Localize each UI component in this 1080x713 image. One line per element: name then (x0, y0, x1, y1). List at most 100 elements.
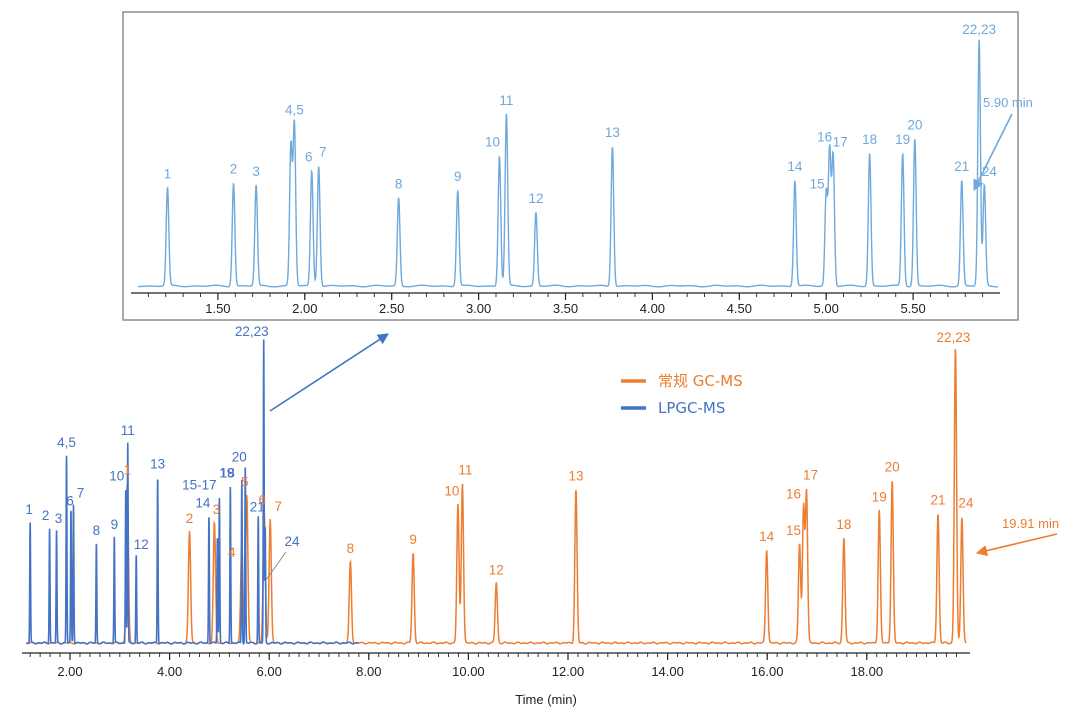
main-peak-label-conventional: 3 (213, 502, 221, 517)
inset-peak-label: 8 (395, 176, 403, 191)
main-tick-label: 6.00 (257, 664, 282, 679)
main-peak-label-lpgc: 18 (220, 465, 235, 480)
inset-peak-label: 7 (319, 144, 327, 159)
main-peak-label-conventional: 9 (409, 532, 417, 547)
inset-peak-label: 1 (164, 167, 172, 182)
main-peak-label-conventional: 20 (885, 459, 900, 474)
main-peak-label-lpgc: 2 (42, 508, 50, 523)
inset-peak-label: 15 (810, 177, 825, 192)
inset-peak-label: 4,5 (285, 103, 304, 118)
inset-tick-label: 4.00 (640, 301, 665, 316)
main-peak-label-lpgc: 3 (55, 511, 63, 526)
main-peak-label-lpgc: 10 (109, 468, 124, 483)
inset-annotation-label: 5.90 min (983, 95, 1033, 110)
leader-line-24 (265, 551, 287, 581)
main-trace-conventional (26, 349, 967, 645)
inset-peak-label: 18 (862, 132, 877, 147)
main-annotation-arrow (975, 533, 1058, 557)
inset-peak-label: 3 (252, 164, 260, 179)
main-peak-label-lpgc: 13 (150, 456, 165, 471)
legend: 常规 GC-MS LPGC-MS (621, 372, 743, 417)
main-tick-label: 10.00 (452, 664, 485, 679)
main-peak-label-lpgc: 12 (134, 537, 149, 552)
main-peak-label-conventional: 10 (444, 484, 459, 499)
main-peak-label-lpgc: 19 (219, 465, 234, 480)
main-trace-lpgc (26, 339, 359, 645)
main-peak-label-lpgc: 4,5 (57, 435, 76, 450)
main-tick-label: 14.00 (651, 664, 684, 679)
legend-label: LPGC-MS (658, 399, 725, 417)
main-peak-label-lpgc: 22,23 (235, 324, 269, 339)
inset-peak-label: 14 (787, 159, 803, 174)
inset-peak-label: 13 (605, 125, 620, 140)
inset-peak-label: 20 (907, 117, 922, 132)
inset-annotation-arrow (973, 113, 1013, 192)
main-peak-label-conventional: 15 (786, 523, 801, 538)
inset-peak-label: 9 (454, 169, 462, 184)
main-peak-label-conventional: 19 (872, 490, 887, 505)
inset-peak-label: 19 (895, 132, 910, 147)
main-peak-label-conventional: 18 (836, 517, 851, 532)
main-peak-label-conventional: 7 (274, 499, 282, 514)
inset-peak-label: 10 (485, 135, 500, 150)
main-peak-label-lpgc: 14 (195, 496, 211, 511)
inset-peak-label: 17 (833, 135, 848, 150)
annotations: 5.90 min 19.91 min (269, 95, 1059, 557)
inset-tick-label: 2.50 (379, 301, 404, 316)
inset-tick-label: 3.00 (466, 301, 491, 316)
main-peak-label-conventional: 5 (241, 475, 249, 490)
inset-tick-label: 3.50 (553, 301, 578, 316)
main-peak-label-conventional: 13 (568, 468, 583, 483)
inset-peak-label: 11 (499, 93, 513, 108)
main-panel: 2.00 4.00 6.00 8.00 10.00 12.00 14.00 16.00 18.0… (22, 324, 974, 707)
main-peak-label-conventional: 24 (958, 496, 974, 511)
inset-tick-label: 5.50 (900, 301, 925, 316)
legend-label: 常规 GC-MS (658, 372, 743, 390)
main-peak-label-lpgc: 9 (111, 517, 119, 532)
main-peak-label-lpgc: 21 (250, 500, 265, 515)
main-peak-label-conventional: 14 (759, 529, 775, 544)
inset-tick-label: 1.50 (205, 301, 230, 316)
main-peak-label-lpgc: 7 (77, 486, 85, 501)
inset-peak-label: 12 (528, 191, 543, 206)
inset-tick-label: 4.50 (727, 301, 752, 316)
inset-tick-label: 2.00 (292, 301, 317, 316)
main-peak-label-conventional: 1 (124, 462, 132, 477)
main-peak-label-conventional: 12 (489, 562, 504, 577)
main-peak-label-lpgc: 15-17 (182, 478, 217, 493)
main-peak-label-lpgc: 11 (121, 423, 135, 438)
main-tick-label: 8.00 (356, 664, 381, 679)
inset-peak-label: 6 (305, 149, 313, 164)
main-tick-label: 2.00 (57, 664, 82, 679)
main-peak-label-conventional: 17 (803, 468, 818, 483)
main-annotation-label: 19.91 min (1002, 516, 1059, 531)
inset-peak-label: 22,23 (962, 22, 996, 37)
inset-tick-label: 5.00 (814, 301, 839, 316)
main-peak-label-conventional: 22,23 (937, 330, 971, 345)
inset-peak-label: 2 (230, 162, 238, 177)
main-peak-label-conventional: 2 (186, 511, 194, 526)
main-tick-label: 16.00 (751, 664, 784, 679)
inset-peak-label: 24 (982, 164, 998, 179)
main-peak-label-lpgc: 24 (284, 534, 300, 549)
main-peak-label-lpgc: 1 (25, 502, 33, 517)
zoom-arrow (269, 333, 389, 412)
inset-trace-lpgc (137, 39, 998, 288)
inset-panel: 1.50 2.00 2.50 3.00 3.50 4.00 4.50 5.00 5.501 2 34… (131, 22, 1000, 316)
main-peak-label-conventional: 21 (930, 493, 945, 508)
main-tick-label: 18.00 (851, 664, 884, 679)
main-peak-label-conventional: 16 (786, 487, 801, 502)
main-peak-label-conventional: 6 (258, 493, 266, 508)
main-peak-label-lpgc: 20 (232, 449, 247, 464)
main-peak-label-lpgc: 6 (66, 494, 74, 509)
main-peak-label-conventional: 4 (228, 545, 236, 560)
main-peak-label-conventional: 8 (347, 541, 355, 556)
main-peak-label-conventional: 11 (458, 462, 472, 477)
inset-peak-label: 16 (817, 130, 832, 145)
main-peak-label-lpgc: 8 (93, 523, 101, 538)
inset-peak-label: 21 (954, 159, 969, 174)
main-x-axis-title: Time (min) (515, 692, 577, 707)
main-tick-label: 4.00 (157, 664, 182, 679)
main-tick-label: 12.00 (552, 664, 585, 679)
